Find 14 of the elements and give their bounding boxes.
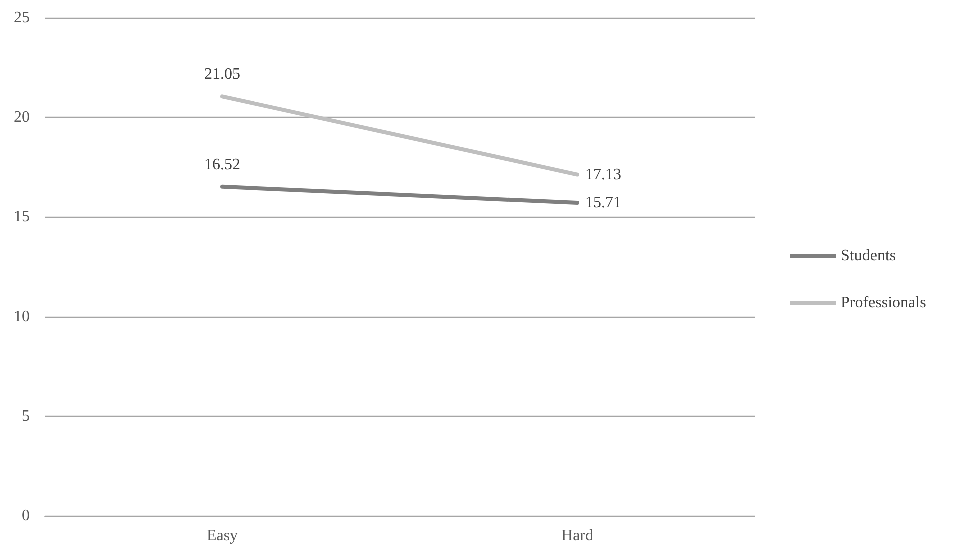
data-label: 16.52 <box>204 156 240 174</box>
data-label: 15.71 <box>586 194 622 212</box>
legend-label: Students <box>841 248 896 264</box>
y-tick-label: 15 <box>14 208 30 226</box>
legend-label: Professionals <box>841 294 926 312</box>
y-tick-label: 20 <box>14 109 30 126</box>
y-tick-label: 5 <box>22 408 30 425</box>
data-label: 21.05 <box>204 66 240 84</box>
x-tick-label: Easy <box>206 528 238 544</box>
y-tick-label: 10 <box>14 308 30 326</box>
y-tick-label: 0 <box>22 508 30 524</box>
data-label: 17.13 <box>586 166 622 184</box>
y-tick-label: 25 <box>14 10 30 26</box>
x-tick-label: Hard <box>562 528 594 544</box>
